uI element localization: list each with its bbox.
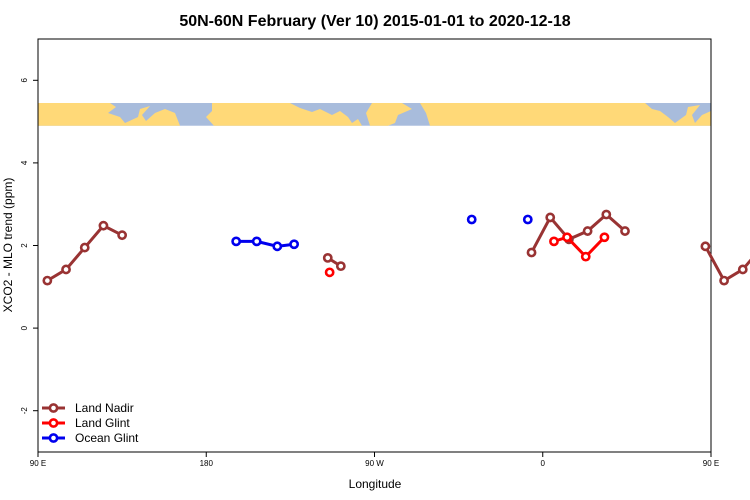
map-land-eurasia-west: [38, 103, 180, 126]
land-nadir-point: [61, 264, 71, 275]
legend-marker-land-glint: [48, 418, 59, 428]
land-glint-point: [580, 251, 591, 262]
land-nadir-point: [737, 264, 748, 275]
map-land-eurasia-east: [420, 103, 711, 126]
land-glint-point: [549, 236, 559, 247]
map-land-greenland: [366, 103, 412, 126]
ocean-glint-point: [272, 241, 283, 252]
land-nadir-point: [117, 230, 128, 241]
x-tick-label: 90 E: [30, 459, 46, 468]
ocean-glint-point: [289, 239, 300, 250]
land-nadir-point: [42, 275, 53, 286]
legend-label-ocean-glint: Ocean Glint: [75, 431, 139, 445]
legend-marker-ocean-glint: [48, 433, 59, 443]
land-nadir-point: [335, 261, 346, 272]
land-nadir-point: [79, 242, 90, 253]
ocean-glint-point: [466, 214, 477, 225]
y-tick-label: 6: [20, 78, 29, 83]
land-nadir-line: [46, 223, 123, 282]
x-tick-label: 90 E: [703, 459, 719, 468]
x-tick-label: 0: [541, 459, 546, 468]
ocean-glint-point: [522, 214, 533, 225]
land-nadir-point: [322, 252, 333, 263]
land-nadir-point: [526, 247, 537, 258]
land-nadir-point: [545, 212, 556, 223]
land-nadir-point: [719, 275, 729, 286]
land-nadir-line: [704, 245, 750, 283]
y-axis-label: XCO2 - MLO trend (ppm): [1, 178, 15, 313]
land-nadir-point: [601, 209, 612, 220]
ocean-glint-point: [231, 236, 242, 247]
legend-label-land-nadir: Land Nadir: [75, 401, 134, 415]
y-tick-label: -2: [20, 407, 29, 415]
land-glint-point: [599, 232, 610, 243]
ocean-glint-line: [236, 239, 295, 248]
legend-label-land-glint: Land Glint: [75, 416, 130, 430]
land-nadir-point: [582, 226, 593, 236]
land-nadir-point: [620, 226, 630, 236]
land-glint-point: [562, 232, 572, 243]
x-axis-label: Longitude: [349, 477, 402, 491]
x-tick-label: 180: [200, 459, 214, 468]
y-tick-label: 4: [20, 160, 29, 165]
land-nadir-point: [98, 220, 109, 231]
y-tick-label: 2: [20, 243, 29, 248]
land-glint-point: [324, 267, 335, 278]
y-tick-label: 0: [20, 325, 29, 330]
x-tick-label: 90 W: [365, 459, 384, 468]
chart-title: 50N-60N February (Ver 10) 2015-01-01 to …: [179, 13, 570, 30]
plot-frame: [37, 38, 712, 453]
legend-marker-land-nadir: [48, 403, 59, 413]
map-land-north-america: [206, 103, 362, 126]
land-glint-line: [553, 235, 606, 259]
land-nadir-point: [700, 241, 711, 252]
ocean-glint-point: [251, 236, 262, 247]
